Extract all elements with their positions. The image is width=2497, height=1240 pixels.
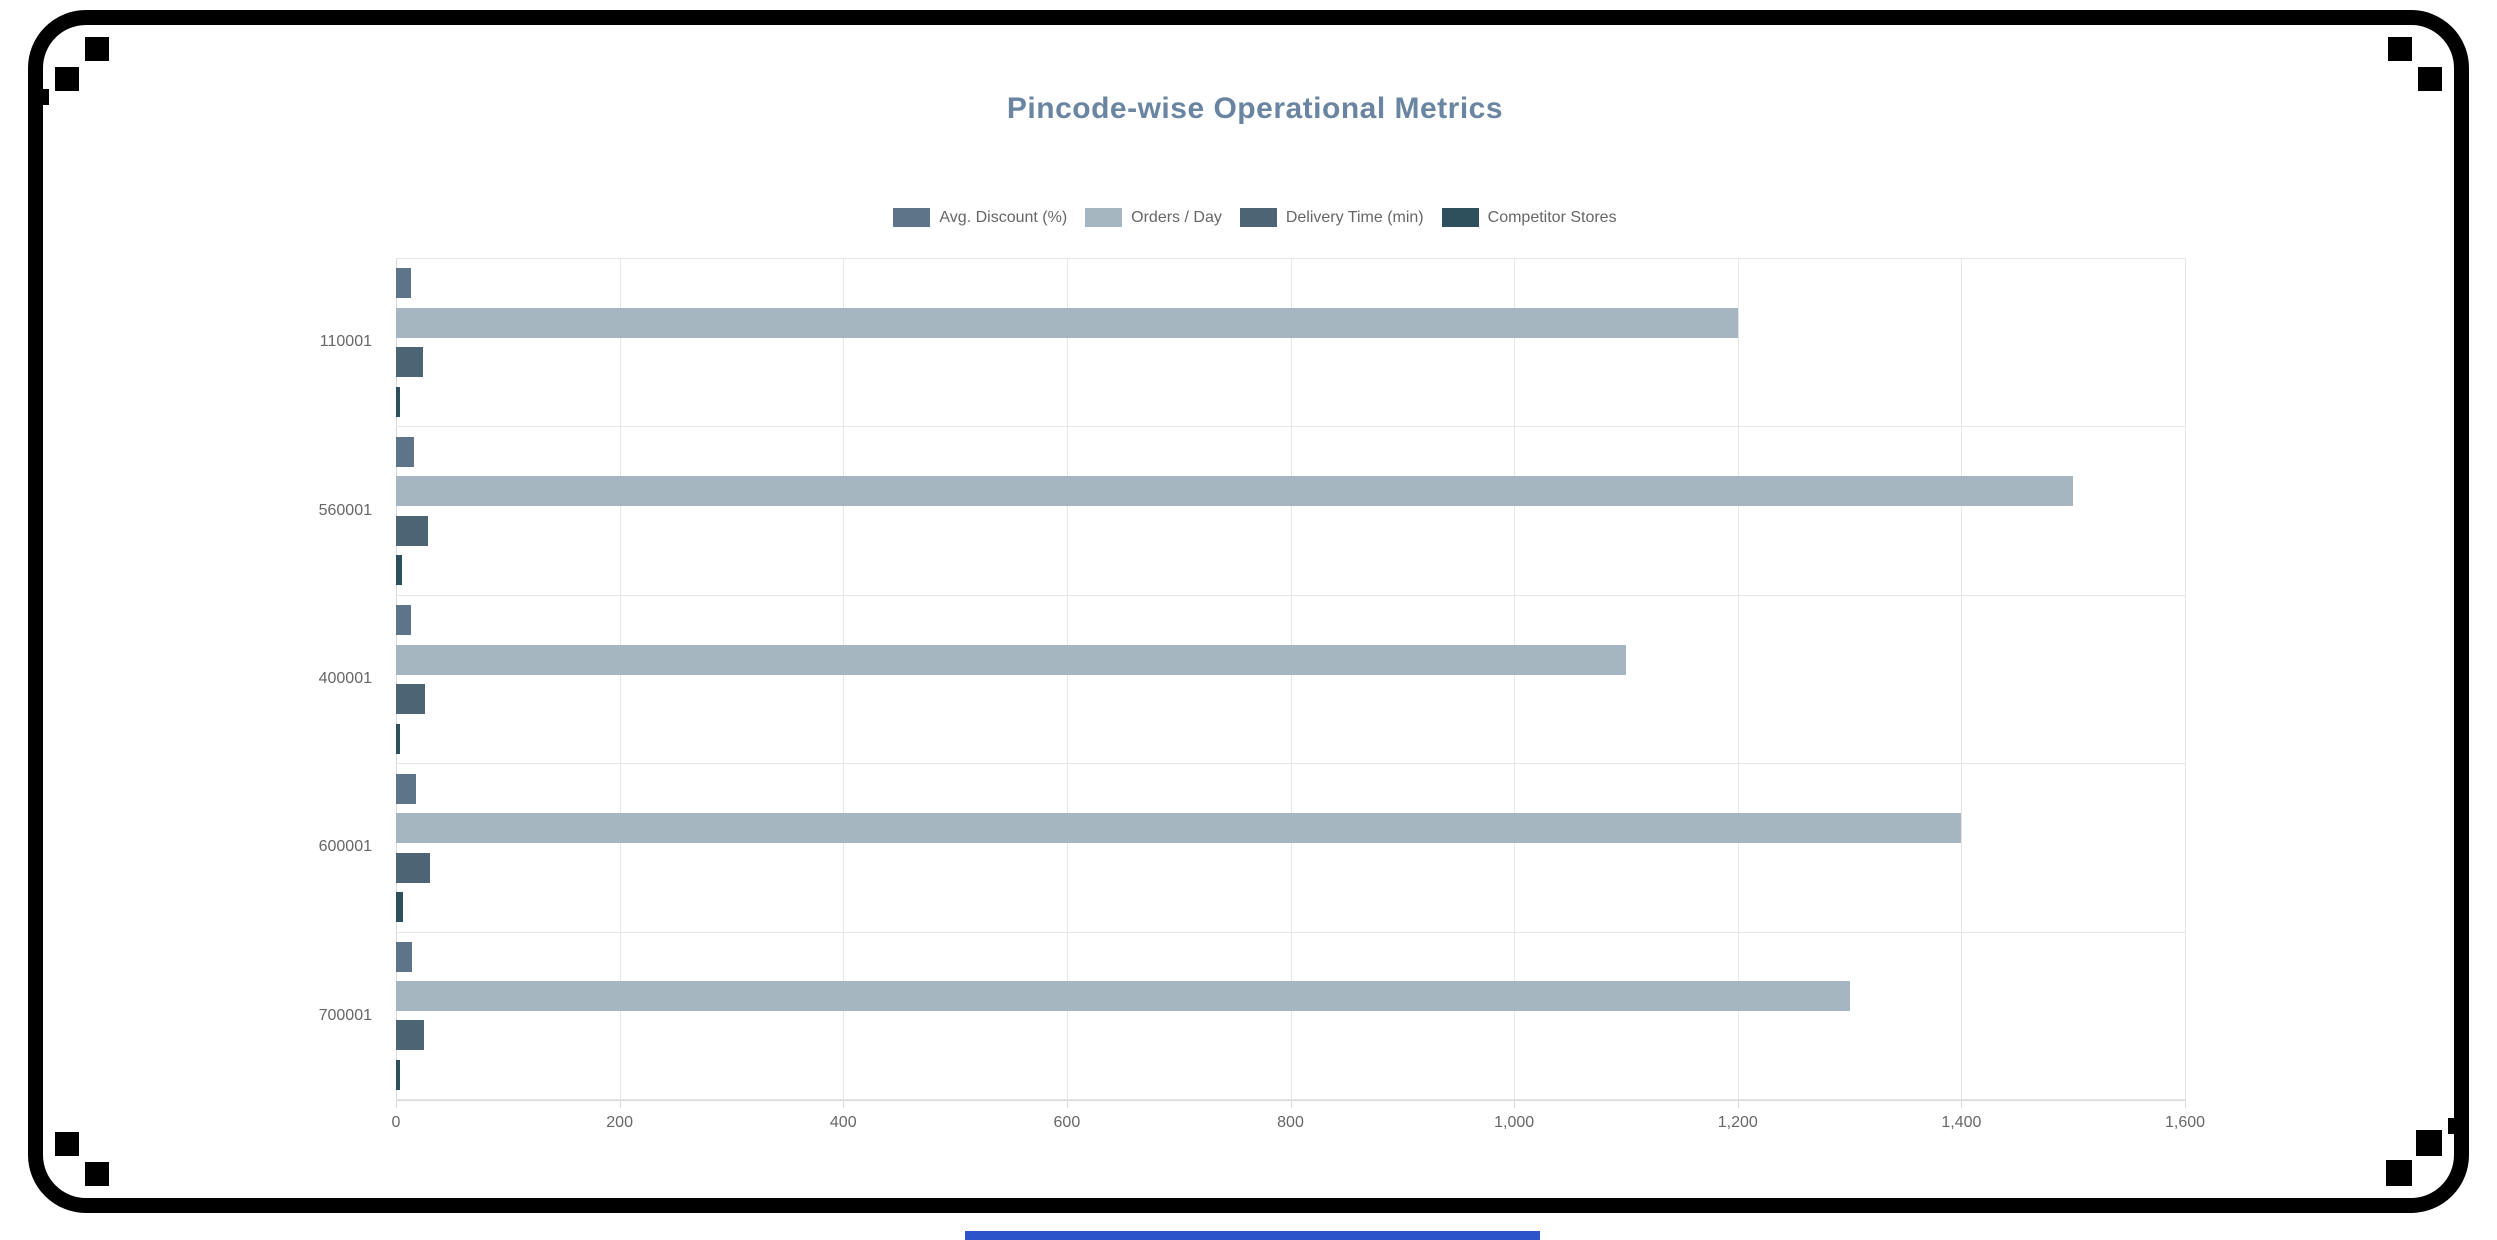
- legend-swatch-icon: [893, 208, 931, 227]
- frame-corner-step: [85, 1162, 109, 1186]
- legend-swatch-icon: [1441, 208, 1479, 227]
- legend-label: Orders / Day: [1131, 208, 1222, 226]
- legend-item-avg-discount[interactable]: Avg. Discount (%): [893, 208, 1067, 227]
- x-tick-label: 800: [1277, 1114, 1304, 1131]
- axis-tick: [1290, 1100, 1292, 1108]
- legend-swatch-icon: [1239, 208, 1277, 227]
- y-axis-label: 600001: [318, 838, 372, 856]
- frame-corner-step: [85, 37, 109, 61]
- frame-corner-step: [2448, 1118, 2464, 1134]
- x-tick-label: 200: [606, 1114, 633, 1131]
- x-tick-label: 1,400: [1941, 1114, 1982, 1131]
- bar-group-400001: [396, 594, 2185, 763]
- bar-delivery-time-min-700001[interactable]: [396, 1020, 424, 1051]
- bar-orders-day-600001[interactable]: [396, 813, 1962, 844]
- frame-corner-step: [2418, 67, 2442, 91]
- bar-competitor-stores-400001[interactable]: [396, 723, 401, 754]
- y-axis-labels: 110001 560001 400001 600001 700001: [240, 258, 386, 1100]
- gridline: [843, 258, 845, 1100]
- gridline: [619, 258, 621, 1100]
- axis-tick: [1514, 1100, 1516, 1108]
- bar-competitor-stores-110001[interactable]: [396, 386, 401, 417]
- bar-group-110001: [396, 258, 2185, 426]
- bottom-accent-bar: [965, 1231, 1540, 1240]
- bar-delivery-time-min-560001[interactable]: [396, 515, 429, 546]
- gridline: [1514, 258, 1516, 1100]
- legend-swatch-icon: [1085, 208, 1123, 227]
- x-tick-label: 600: [1053, 1114, 1081, 1131]
- axis-tick: [1737, 1100, 1739, 1108]
- x-tick-label: 1,000: [1494, 1114, 1535, 1131]
- gridline: [2185, 258, 2186, 1100]
- gridline: [1066, 258, 1068, 1100]
- bar-delivery-time-min-110001[interactable]: [396, 347, 423, 378]
- bar-competitor-stores-560001[interactable]: [396, 555, 402, 586]
- gridline: [396, 258, 397, 1100]
- x-tick-label: 1,600: [2164, 1114, 2206, 1131]
- legend: Avg. Discount (%) Orders / Day Delivery Ti…: [310, 208, 2200, 227]
- bar-avg-discount-110001[interactable]: [396, 268, 411, 299]
- bar-group-560001: [396, 426, 2185, 594]
- frame-corner-step: [2386, 1160, 2412, 1186]
- legend-item-delivery-time-min[interactable]: Delivery Time (min): [1239, 208, 1424, 227]
- bar-orders-day-560001[interactable]: [396, 476, 2074, 507]
- bar-avg-discount-400001[interactable]: [396, 605, 411, 636]
- y-axis-label: 700001: [318, 1006, 372, 1024]
- bar-delivery-time-min-400001[interactable]: [396, 684, 426, 715]
- axis-tick: [2185, 1100, 2186, 1108]
- bar-orders-day-700001[interactable]: [396, 981, 1850, 1012]
- axis-tick: [1066, 1100, 1068, 1108]
- bar-competitor-stores-700001[interactable]: [396, 1059, 401, 1090]
- y-axis-label: 400001: [318, 669, 372, 687]
- bar-group-600001: [396, 763, 2185, 931]
- bar-delivery-time-min-600001[interactable]: [396, 852, 430, 883]
- bar-orders-day-110001[interactable]: [396, 307, 1738, 338]
- x-axis: 0 200 400 600 800 1,000 1,200 1,400 1,600: [392, 1100, 2205, 1146]
- pixel-frame: [28, 10, 2469, 1213]
- x-tick-label: 0: [391, 1114, 401, 1131]
- x-tick-label: 1,200: [1717, 1114, 1758, 1131]
- x-tick-label: 400: [829, 1114, 857, 1131]
- frame-corner-step: [55, 67, 79, 91]
- axis-tick: [843, 1100, 845, 1108]
- frame-corner-step: [2388, 37, 2412, 61]
- chart-title: Pincode-wise Operational Metrics: [1006, 92, 1504, 125]
- y-axis-label: 110001: [319, 333, 372, 351]
- axis-tick: [619, 1100, 621, 1108]
- gridline: [1737, 258, 1739, 1100]
- bar-avg-discount-700001[interactable]: [396, 941, 412, 972]
- bar-group-700001: [396, 931, 2185, 1100]
- frame-corner-step: [2416, 1130, 2442, 1156]
- frame-corner-step: [55, 1132, 79, 1156]
- axis-tick: [396, 1100, 397, 1108]
- frame-corner-step: [33, 89, 49, 105]
- legend-label: Delivery Time (min): [1285, 208, 1424, 226]
- axis-tick: [1961, 1100, 1963, 1108]
- gridline: [1961, 258, 1963, 1100]
- legend-item-competitor-stores[interactable]: Competitor Stores: [1441, 208, 1617, 227]
- legend-label: Competitor Stores: [1487, 208, 1617, 226]
- y-axis-label: 560001: [318, 501, 372, 519]
- legend-label: Avg. Discount (%): [939, 208, 1068, 226]
- bar-avg-discount-600001[interactable]: [396, 773, 417, 804]
- plot-area: [396, 258, 2186, 1100]
- gridline: [1290, 258, 1292, 1100]
- bar-orders-day-400001[interactable]: [396, 644, 1626, 675]
- bar-competitor-stores-600001[interactable]: [396, 892, 403, 923]
- bar-avg-discount-560001[interactable]: [396, 436, 414, 467]
- legend-item-orders-day[interactable]: Orders / Day: [1085, 208, 1222, 227]
